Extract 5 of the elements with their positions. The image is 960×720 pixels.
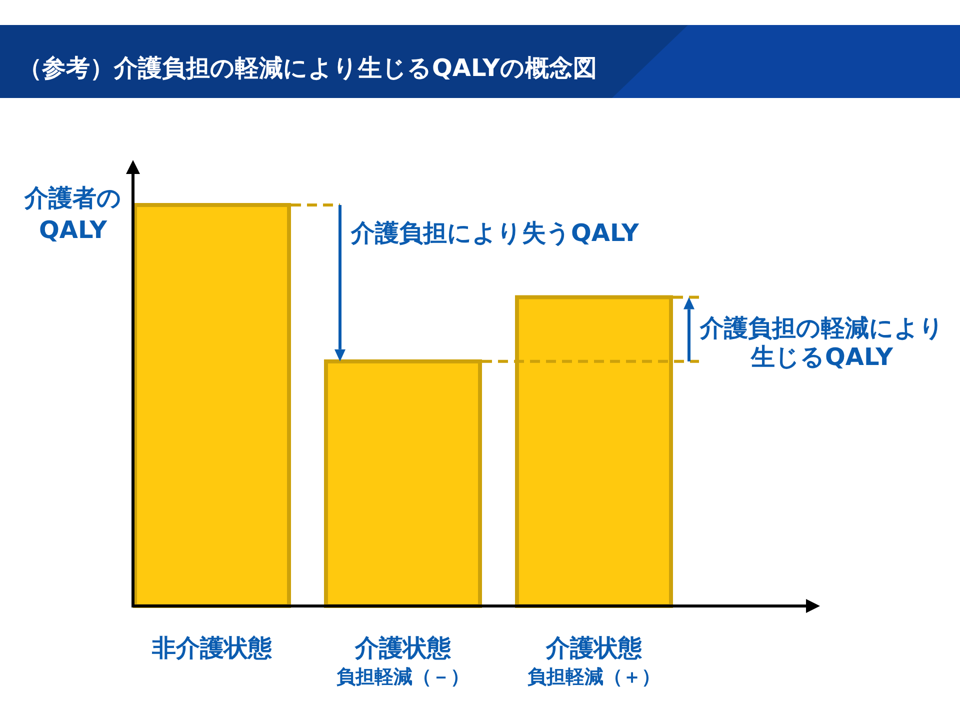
x-tick-label: 非介護状態 [152,634,272,662]
annotation: 介護負担により失うQALY [351,219,639,247]
y-axis-title: 介護者の QALY [24,184,122,244]
annotation: 介護負担の軽減により生じるQALY [700,314,944,371]
chart-title: （参考）介護負担の軽減により生じるQALYの概念図 [18,54,597,82]
